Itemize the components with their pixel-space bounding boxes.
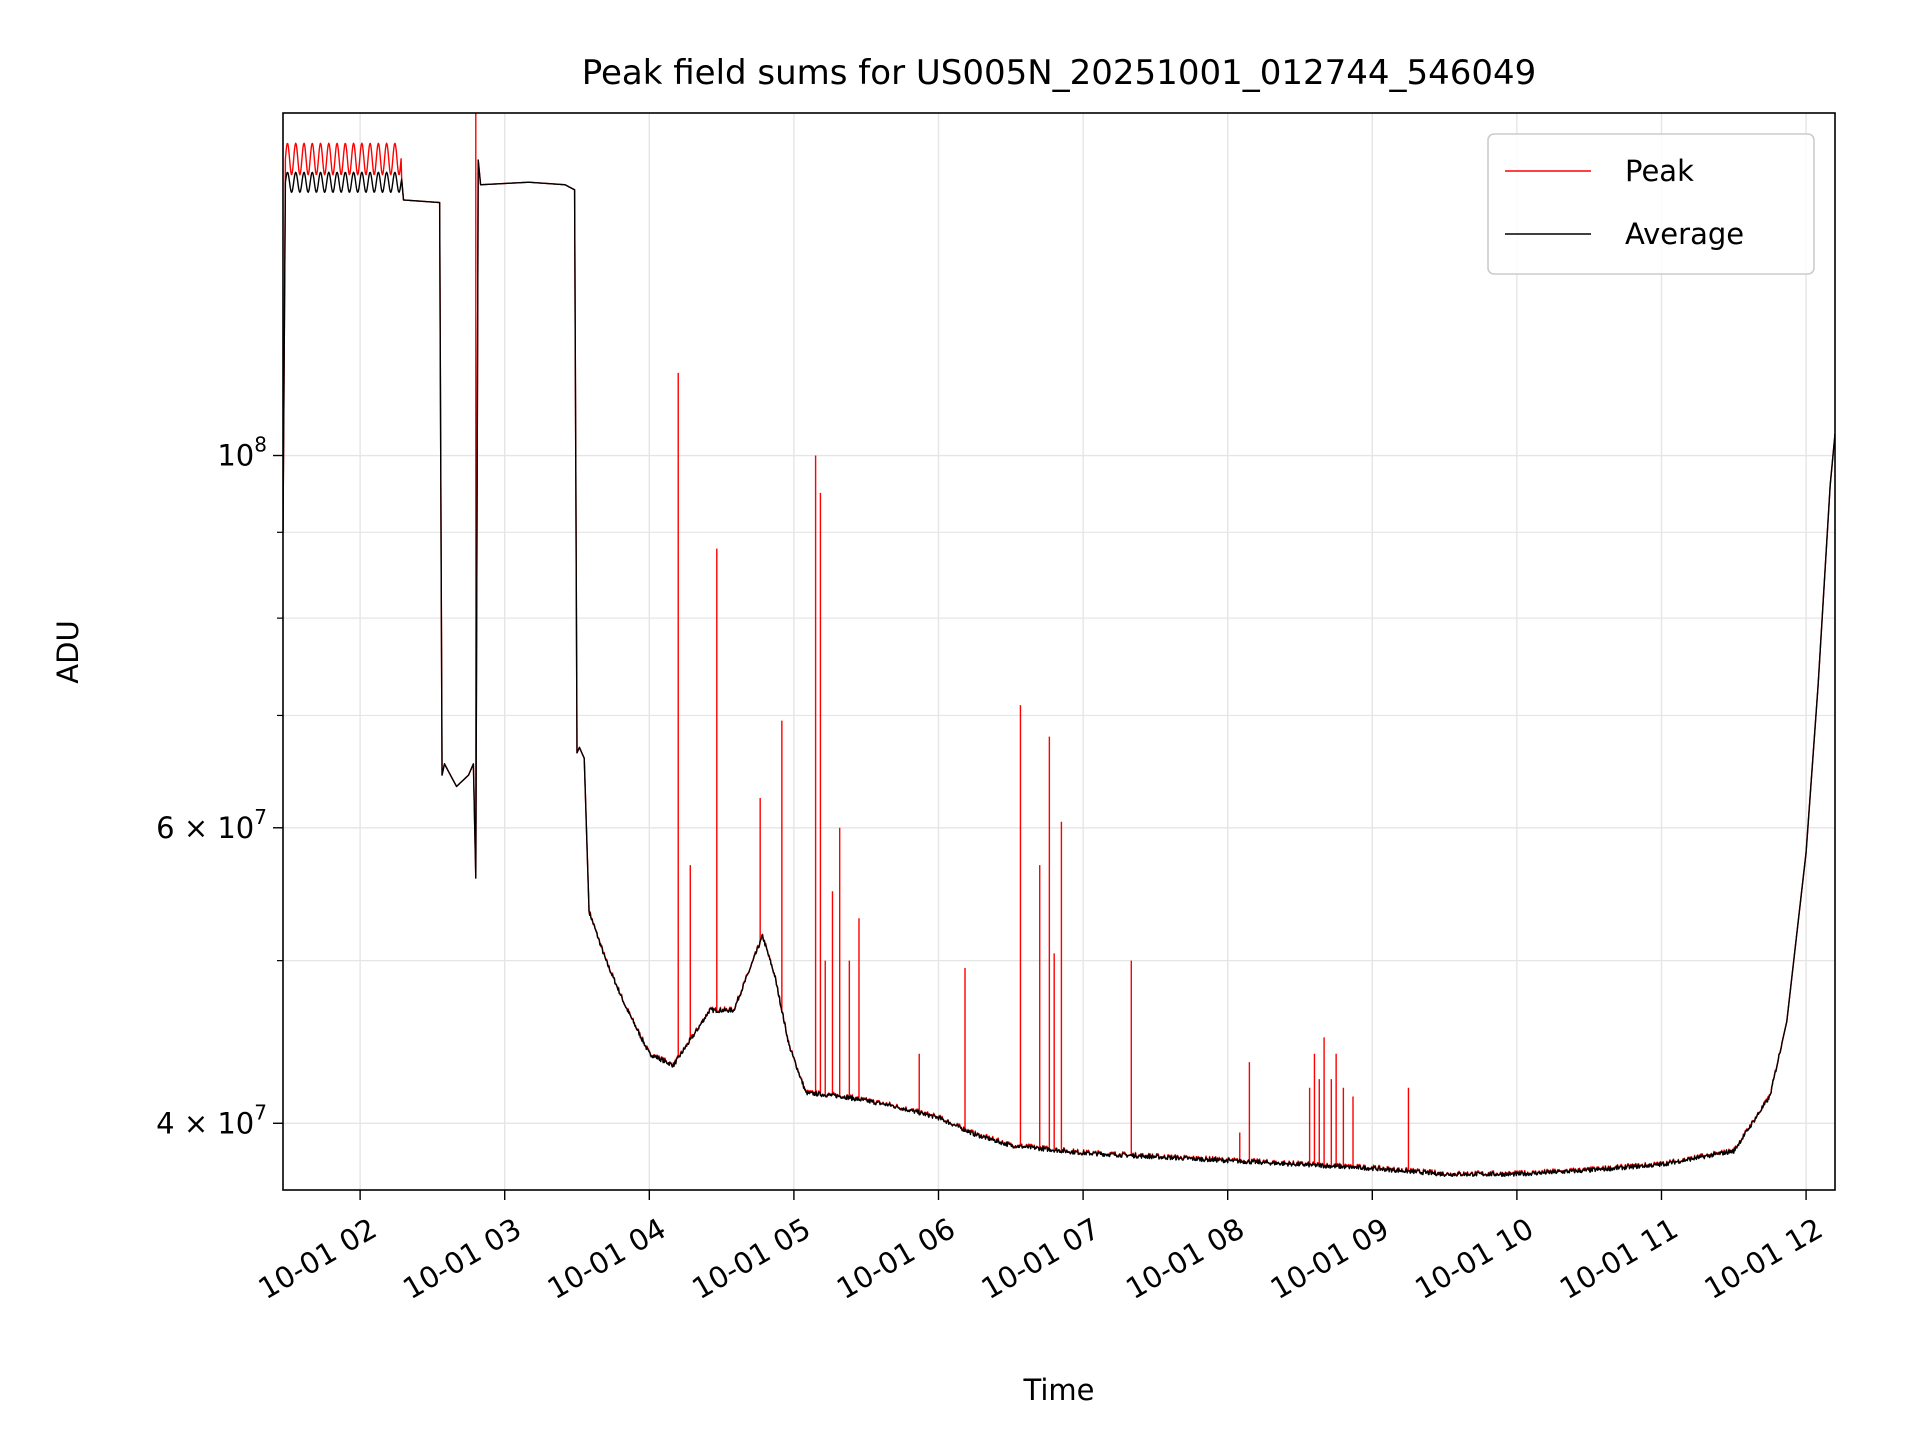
chart-title: Peak field sums for US005N_20251001_0127…: [582, 53, 1537, 93]
grid: [283, 113, 1835, 1190]
series-average-line: [283, 159, 1835, 1178]
x-axis-label: Time: [1023, 1373, 1095, 1407]
legend-box: [1487, 133, 1815, 275]
y-axis-label: ADU: [51, 620, 85, 683]
legend-label-average: Average: [1625, 217, 1744, 251]
legend-label-peak: Peak: [1625, 154, 1694, 188]
y-tick-label: 6 × 107: [156, 805, 267, 845]
plot-frame: [282, 112, 1836, 1191]
plot-area: [283, 113, 1835, 1178]
y-tick-label: 108: [217, 433, 267, 473]
legend: Peak Average: [1487, 133, 1815, 275]
y-tick-label: 4 × 107: [156, 1100, 267, 1140]
y-axis: 4 × 107 6 × 107 108: [156, 433, 283, 1140]
